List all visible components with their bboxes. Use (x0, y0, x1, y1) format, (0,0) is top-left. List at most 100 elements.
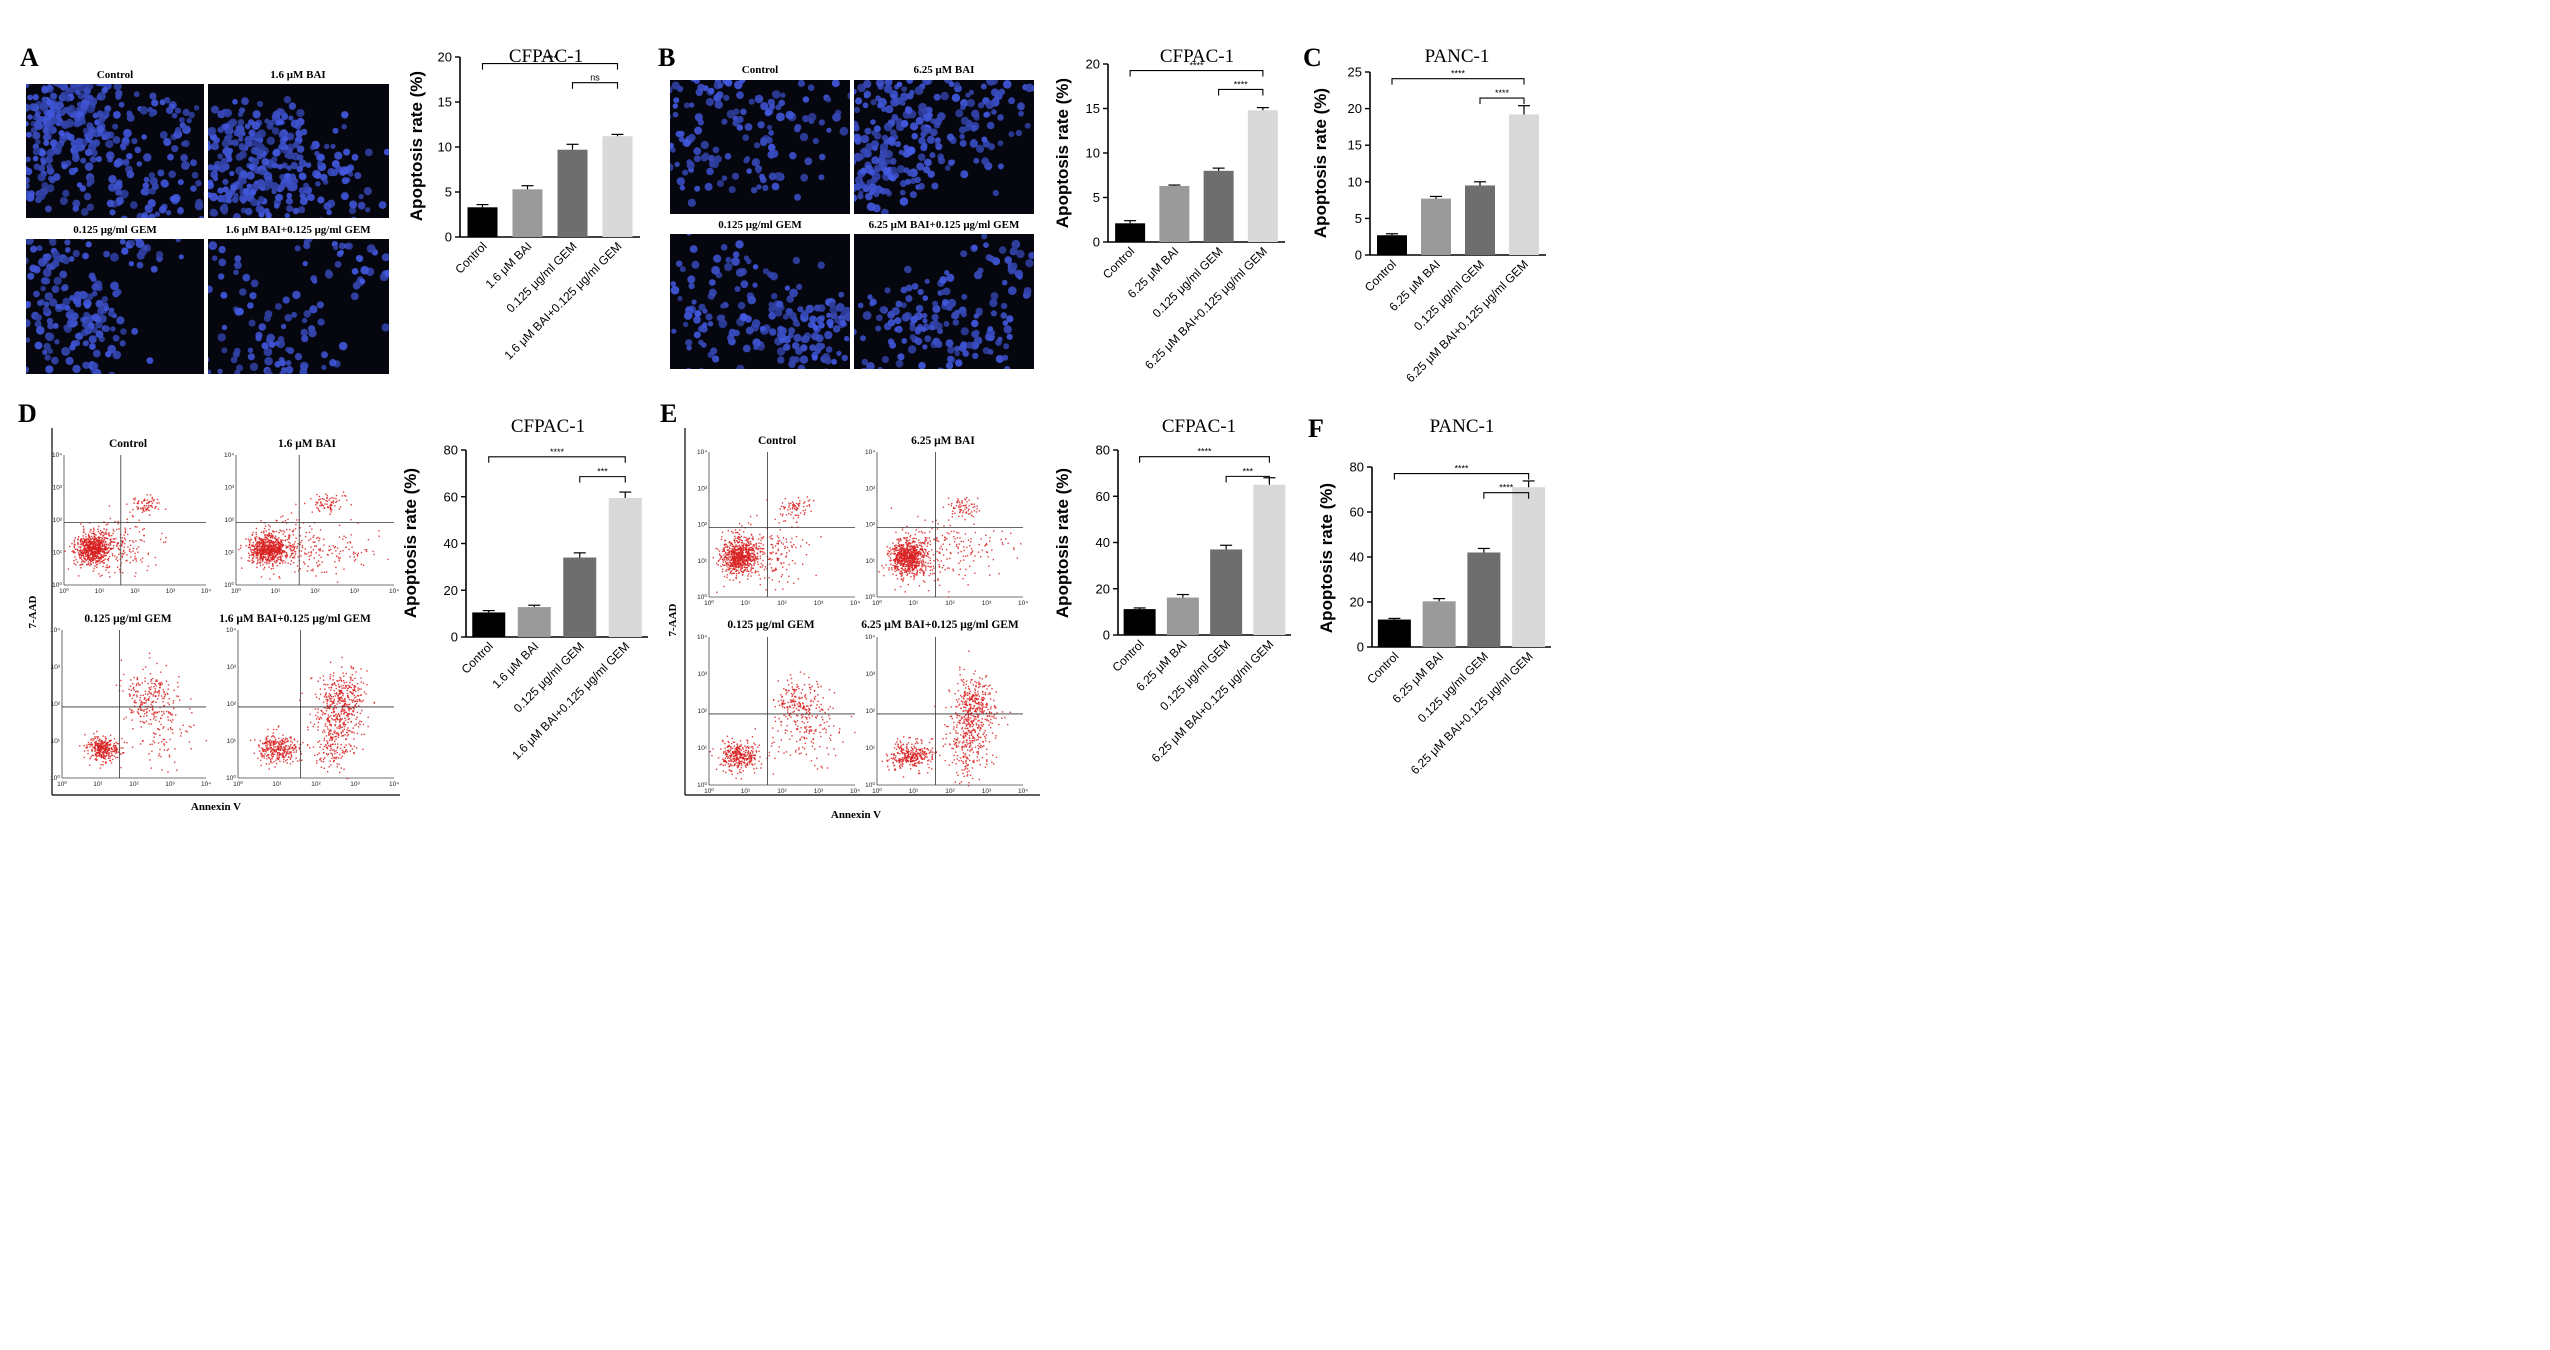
flow-dot (102, 565, 104, 568)
nucleus-mark (86, 203, 95, 211)
nucleus-mark (178, 117, 185, 123)
flow-dot (253, 752, 255, 755)
nucleus-mark (7, 182, 15, 190)
nucleus-mark (900, 119, 909, 128)
nucleus-mark (760, 102, 769, 111)
flow-dot (98, 740, 101, 742)
flow-dot (90, 741, 92, 744)
nucleus-mark (68, 70, 76, 78)
nucleus-mark (1055, 314, 1061, 320)
flow-dot (264, 753, 266, 755)
nucleus-mark (105, 151, 115, 160)
flow-label: 0.125 μg/ml GEM (84, 613, 171, 625)
nucleus-mark (995, 92, 1003, 101)
flow-dot (165, 664, 167, 667)
nucleus-mark (26, 302, 27, 306)
nucleus-mark (317, 153, 325, 162)
flow-dot (153, 713, 155, 715)
nucleus-mark (126, 170, 135, 179)
flow-dot (144, 680, 146, 682)
flow-dot (81, 550, 83, 552)
nucleus-mark (151, 182, 159, 191)
nucleus-mark (348, 171, 354, 177)
nucleus-mark (51, 225, 57, 231)
flow-dot (116, 544, 118, 546)
nucleus-mark (266, 122, 274, 130)
flow-dot (155, 680, 157, 682)
nucleus-mark (12, 206, 17, 211)
nucleus-mark (55, 303, 62, 310)
nucleus-mark (257, 178, 265, 187)
nucleus-mark (648, 285, 655, 292)
nucleus-mark (839, 320, 846, 327)
flow-dot (273, 542, 275, 545)
flow-dot (293, 738, 296, 740)
flow-dot (176, 695, 178, 697)
nucleus-mark (136, 261, 144, 269)
nucleus-mark (746, 168, 752, 174)
flow-dot (97, 547, 100, 549)
nucleus-mark (208, 181, 214, 190)
nucleus-mark (768, 301, 774, 308)
nucleus-mark (863, 80, 872, 89)
nucleus-mark (101, 134, 107, 141)
nucleus-mark (801, 335, 810, 343)
nucleus-mark (802, 96, 810, 103)
flow-dot (151, 701, 153, 703)
flow-dot (86, 551, 88, 553)
nucleus-mark (237, 111, 244, 118)
flow-dot (277, 753, 279, 756)
nucleus-mark (877, 102, 883, 109)
flow-dot (163, 726, 165, 728)
nucleus-mark (1042, 254, 1047, 259)
flow-dot (87, 749, 89, 752)
nucleus-mark (41, 160, 47, 166)
flow-dot (85, 542, 88, 544)
flow-dot (117, 756, 119, 759)
nucleus-mark (27, 94, 33, 101)
nucleus-mark (208, 369, 212, 374)
flow-dot (283, 550, 285, 552)
nucleus-mark (716, 180, 724, 187)
nucleus-mark (661, 137, 669, 145)
flow-dot (88, 743, 90, 746)
flow-dot (319, 498, 321, 500)
flow-dot (263, 755, 265, 757)
nucleus-mark (334, 151, 343, 160)
flow-dot (101, 537, 103, 539)
flow-dot (304, 502, 306, 505)
nucleus-mark (247, 347, 254, 353)
flow-dot (259, 551, 261, 553)
flow-dot (278, 542, 281, 544)
nucleus-mark (91, 362, 99, 370)
flow-dot (272, 751, 274, 753)
nucleus-mark (937, 367, 944, 369)
nucleus-mark (84, 162, 94, 171)
nucleus-mark (922, 295, 929, 301)
flow-dot (301, 539, 303, 542)
flow-dot (145, 720, 148, 722)
flow-dot (285, 551, 288, 554)
nucleus-mark (934, 117, 942, 126)
flow-dot (158, 720, 161, 723)
nucleus-mark (724, 80, 733, 87)
nucleus-mark (893, 70, 901, 78)
flow-dot (312, 536, 314, 538)
flow-dot (119, 549, 121, 551)
nucleus-mark (9, 128, 15, 134)
nucleus-mark (249, 189, 257, 196)
flow-dot (265, 552, 267, 555)
nucleus-mark (847, 91, 850, 100)
flow-tick-label: 10¹ (271, 588, 281, 595)
nucleus-mark (768, 172, 777, 181)
flow-dot (85, 536, 87, 538)
nucleus-mark (894, 50, 900, 56)
flow-dot (77, 542, 79, 544)
nucleus-mark (84, 148, 93, 157)
flow-dot (93, 567, 95, 570)
flow-dot (136, 548, 138, 550)
flow-dot (141, 502, 143, 504)
flow-dot (335, 566, 337, 569)
flow-dot (268, 562, 270, 565)
flow-dot (104, 558, 106, 560)
